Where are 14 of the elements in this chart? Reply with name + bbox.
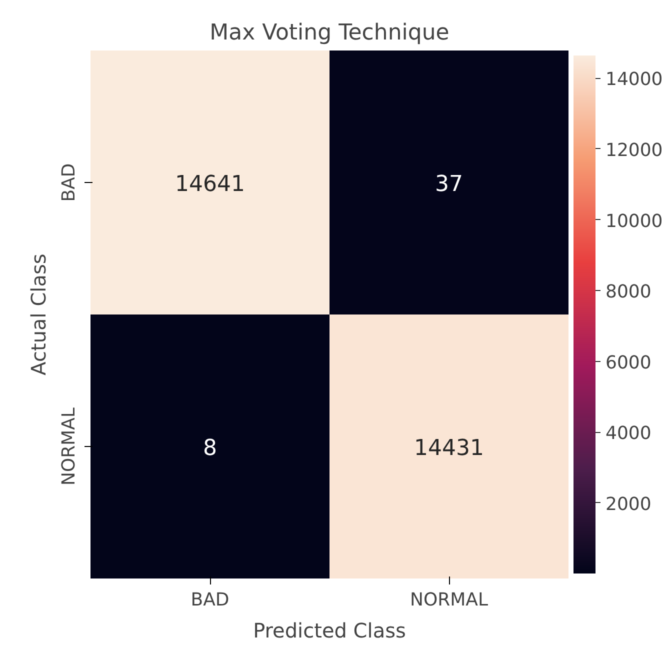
color-bar-label: 10000 <box>606 210 663 232</box>
data-label: 8 <box>203 436 217 461</box>
color-bar-label: 6000 <box>606 352 652 374</box>
data-label: 37 <box>435 172 464 197</box>
color-bar-label: 14000 <box>606 69 663 90</box>
color-bar-label: 2000 <box>606 494 652 515</box>
color-bar-label: 4000 <box>606 423 652 444</box>
data-label: 14431 <box>414 436 484 461</box>
x-axis-title: Predicted Class <box>253 618 406 642</box>
color-bar-label: 12000 <box>606 140 663 161</box>
color-bar-label: 8000 <box>606 282 652 303</box>
y-axis-title: Actual Class <box>26 254 50 376</box>
data-label: 14641 <box>175 172 246 197</box>
chart-title: Max Voting Technique <box>210 20 450 46</box>
